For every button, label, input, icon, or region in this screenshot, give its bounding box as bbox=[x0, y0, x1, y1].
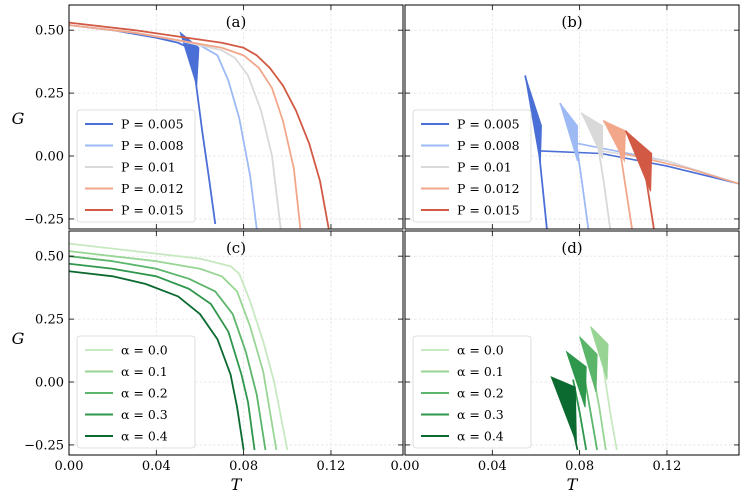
y-tick-label: −0.25 bbox=[24, 212, 64, 227]
series-line bbox=[583, 374, 598, 451]
x-tick-label: 0.12 bbox=[652, 459, 681, 474]
panel-a: 0.50 0.25 0.00 −0.25 (a) P = 0.005 P = 0.008 P … bbox=[24, 4, 404, 230]
legend-label: P = 0.01 bbox=[121, 160, 176, 175]
axes-frame bbox=[404, 4, 740, 230]
series-line bbox=[69, 24, 302, 229]
swallowtail-mark bbox=[559, 102, 578, 162]
legend-label: α = 0.0 bbox=[121, 343, 168, 358]
y-tick-label: 0.25 bbox=[35, 87, 64, 102]
legend-label: α = 0.4 bbox=[121, 429, 168, 444]
y-tick-label: 0.00 bbox=[35, 150, 64, 165]
x-tick-label: 0.08 bbox=[565, 459, 594, 474]
y-tick-label: 0.25 bbox=[35, 313, 64, 328]
series-line bbox=[69, 255, 267, 451]
axes-frame bbox=[68, 4, 404, 230]
x-tick-label: 0.08 bbox=[229, 459, 258, 474]
x-axis-label-left: T bbox=[231, 475, 243, 494]
legend-label: P = 0.005 bbox=[457, 117, 520, 132]
x-tick-label: 0.00 bbox=[391, 459, 420, 474]
y-tick-label: 0.50 bbox=[35, 24, 64, 39]
x-tick-label: 0.04 bbox=[142, 459, 171, 474]
series-line bbox=[563, 386, 579, 451]
y-axis-label-bottom: G bbox=[12, 329, 25, 348]
plot-area bbox=[69, 21, 330, 229]
series-line bbox=[602, 369, 618, 451]
axes-frame bbox=[68, 230, 404, 456]
panel-d: 0.00 0.04 0.08 0.12 (d) α = 0.0 α = 0.1 α = 0.2… bbox=[391, 230, 740, 474]
panel-label: (c) bbox=[226, 239, 246, 257]
legend-label: α = 0.0 bbox=[457, 343, 504, 358]
legend-label: P = 0.005 bbox=[121, 117, 184, 132]
y-tick-label: 0.50 bbox=[35, 250, 64, 265]
legend bbox=[76, 335, 196, 449]
legend-label: α = 0.3 bbox=[457, 407, 504, 422]
swallowtail-mark bbox=[565, 350, 587, 408]
series-line bbox=[69, 262, 256, 451]
x-tick-label: 0.12 bbox=[316, 459, 345, 474]
panel-label: (d) bbox=[561, 239, 582, 257]
legend-label: α = 0.1 bbox=[457, 364, 504, 379]
panel-c: 0.00 0.04 0.08 0.12 0.50 0.25 0.00 −0.25 (c) α = … bbox=[24, 230, 404, 474]
x-tick-label: 0.00 bbox=[55, 459, 84, 474]
legend-label: α = 0.3 bbox=[121, 407, 168, 422]
swallowtail-mark bbox=[625, 130, 653, 192]
legend-label: P = 0.008 bbox=[121, 138, 184, 153]
legend bbox=[412, 335, 532, 449]
legend-label: P = 0.015 bbox=[121, 203, 184, 218]
panel-b: (b) P = 0.005 P = 0.008 P = 0.01 P = 0.012 P … bbox=[404, 4, 740, 230]
legend-label: P = 0.015 bbox=[457, 203, 520, 218]
legend-label: α = 0.2 bbox=[121, 386, 168, 401]
series-line bbox=[602, 120, 633, 229]
plot-area bbox=[524, 75, 739, 229]
series-line bbox=[69, 250, 278, 451]
axes-frame bbox=[404, 230, 740, 456]
y-tick-label: 0.00 bbox=[35, 376, 64, 391]
x-axis-label-right: T bbox=[567, 475, 579, 494]
legend-label: α = 0.2 bbox=[457, 386, 504, 401]
panel-label: (b) bbox=[561, 13, 582, 31]
legend-label: P = 0.012 bbox=[457, 181, 520, 196]
panel-label: (a) bbox=[226, 13, 247, 31]
series-line bbox=[524, 75, 548, 229]
swallowtail-mark bbox=[590, 326, 609, 380]
x-tick-label: 0.04 bbox=[478, 459, 507, 474]
y-tick-label: −0.25 bbox=[24, 438, 64, 453]
plot-area bbox=[69, 242, 289, 451]
legend-label: α = 0.4 bbox=[457, 429, 504, 444]
series-line bbox=[69, 21, 330, 229]
legend-label: α = 0.1 bbox=[121, 364, 168, 379]
series-line bbox=[581, 112, 612, 229]
series-line bbox=[69, 270, 245, 451]
plot-area bbox=[550, 326, 618, 451]
legend-label: P = 0.01 bbox=[457, 160, 512, 175]
series-line bbox=[624, 130, 655, 229]
series-line bbox=[69, 242, 289, 451]
y-axis-label-top: G bbox=[12, 109, 25, 128]
legend bbox=[76, 109, 196, 223]
swallowtail-mark bbox=[550, 376, 577, 443]
legend bbox=[412, 109, 532, 223]
legend-label: P = 0.008 bbox=[457, 138, 520, 153]
series-line bbox=[559, 102, 590, 229]
swallowtail-mark bbox=[579, 336, 598, 393]
series-branch bbox=[540, 150, 739, 185]
legend-label: P = 0.012 bbox=[121, 181, 184, 196]
